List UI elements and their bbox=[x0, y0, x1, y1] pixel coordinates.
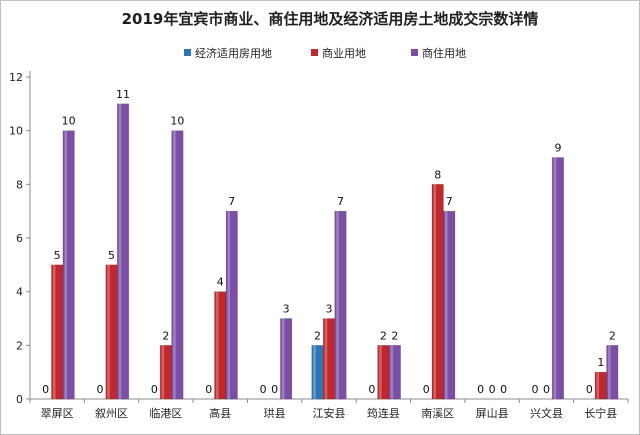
data-label: 0 bbox=[205, 383, 212, 396]
data-label: 7 bbox=[337, 195, 344, 208]
data-label: 5 bbox=[108, 249, 115, 262]
bar bbox=[117, 103, 130, 400]
data-label: 4 bbox=[217, 276, 224, 289]
bar-highlight bbox=[596, 372, 600, 399]
data-label: 7 bbox=[228, 195, 235, 208]
data-label: 3 bbox=[326, 303, 333, 316]
data-label: 10 bbox=[170, 115, 184, 128]
data-label: 8 bbox=[434, 168, 441, 181]
y-tick-label: 8 bbox=[16, 178, 23, 191]
data-label: 5 bbox=[54, 249, 61, 262]
x-tick-label: 屏山县 bbox=[476, 407, 509, 420]
data-label: 0 bbox=[151, 383, 158, 396]
bar bbox=[388, 345, 401, 400]
bar bbox=[280, 318, 293, 400]
x-tick-label: 翠屏区 bbox=[41, 407, 74, 420]
legend-label: 商业用地 bbox=[322, 46, 366, 60]
data-label: 10 bbox=[62, 115, 76, 128]
data-label: 7 bbox=[446, 195, 453, 208]
x-tick-label: 江安县 bbox=[313, 406, 346, 420]
bar bbox=[62, 130, 75, 400]
bar-highlight bbox=[107, 264, 110, 399]
data-label: 0 bbox=[586, 383, 593, 396]
y-tick-label: 0 bbox=[16, 393, 23, 406]
legend-swatch bbox=[184, 49, 191, 56]
bar-highlight bbox=[64, 130, 67, 399]
bar-highlight bbox=[227, 211, 231, 399]
x-tick-label: 高县 bbox=[209, 406, 231, 420]
data-label: 0 bbox=[260, 383, 267, 396]
y-tick-label: 10 bbox=[9, 125, 23, 138]
bar bbox=[225, 210, 238, 400]
bar bbox=[443, 210, 456, 400]
y-tick-label: 12 bbox=[9, 71, 23, 84]
data-label: 0 bbox=[97, 383, 104, 396]
bar-highlight bbox=[52, 264, 56, 399]
bar-highlight bbox=[216, 291, 219, 399]
bar-highlight bbox=[553, 157, 557, 399]
x-tick-label: 长宁县 bbox=[584, 406, 617, 420]
data-label: 11 bbox=[116, 88, 130, 101]
data-label: 2 bbox=[162, 329, 169, 342]
y-tick-label: 2 bbox=[16, 339, 23, 352]
x-tick-label: 筠连县 bbox=[367, 406, 400, 420]
data-label: 2 bbox=[609, 329, 616, 342]
bar-highlight bbox=[379, 345, 382, 399]
bar-highlight bbox=[336, 211, 339, 399]
x-tick-label: 兴文县 bbox=[530, 406, 563, 420]
bar bbox=[551, 157, 564, 400]
bar-highlight bbox=[324, 318, 328, 399]
legend-swatch bbox=[411, 49, 418, 56]
x-tick-label: 临港区 bbox=[149, 406, 182, 420]
bar-highlight bbox=[608, 345, 611, 399]
x-tick-label: 珙县 bbox=[264, 406, 286, 420]
bar-highlight bbox=[433, 184, 436, 399]
bar-highlight bbox=[161, 345, 165, 399]
bar-highlight bbox=[281, 318, 285, 399]
chart-title: 2019年宜宾市商业、商住用地及经济适用房土地成交宗数详情 bbox=[122, 10, 539, 28]
bar bbox=[171, 130, 184, 400]
bar-highlight bbox=[390, 345, 394, 399]
data-label: 0 bbox=[368, 383, 375, 396]
x-tick-label: 叙州区 bbox=[95, 406, 128, 420]
data-label: 0 bbox=[423, 383, 430, 396]
y-tick-label: 6 bbox=[16, 232, 23, 245]
legend-label: 经济适用房用地 bbox=[195, 46, 272, 60]
legend-swatch bbox=[311, 49, 318, 56]
bar bbox=[334, 210, 347, 400]
legend: 经济适用房用地 商业用地 商住用地 bbox=[184, 46, 466, 60]
bar-highlight bbox=[173, 130, 176, 399]
data-label: 1 bbox=[597, 356, 604, 369]
data-label: 0 bbox=[42, 383, 49, 396]
bar-highlight bbox=[313, 345, 316, 399]
data-label: 0 bbox=[477, 383, 484, 396]
bar-highlight bbox=[118, 103, 122, 399]
data-label: 3 bbox=[283, 303, 290, 316]
data-label: 2 bbox=[391, 329, 398, 342]
bar-highlight bbox=[444, 211, 448, 399]
data-label: 2 bbox=[314, 329, 321, 342]
legend-label: 商住用地 bbox=[422, 46, 466, 60]
data-label: 0 bbox=[271, 383, 278, 396]
y-tick-label: 4 bbox=[16, 286, 23, 299]
data-label: 0 bbox=[489, 383, 496, 396]
data-label: 0 bbox=[500, 383, 507, 396]
x-tick-label: 南溪区 bbox=[421, 407, 454, 420]
bar bbox=[606, 345, 619, 400]
data-label: 0 bbox=[531, 383, 538, 396]
data-label: 2 bbox=[380, 329, 387, 342]
data-label: 0 bbox=[543, 383, 550, 396]
bars bbox=[51, 103, 619, 400]
data-label: 9 bbox=[554, 142, 561, 155]
